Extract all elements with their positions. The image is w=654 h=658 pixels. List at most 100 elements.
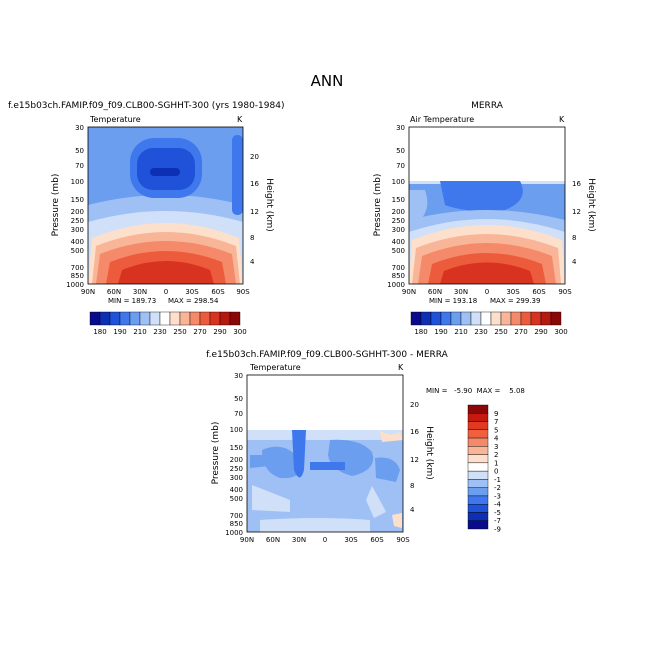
tick-h-12: 12 [250,208,259,216]
panel-model: f.e15b03ch.FAMIP.f09_f09.CLB00-SGHHT-300… [8,101,284,336]
colorbar-swatch [467,512,489,521]
colorbar-swatch [179,311,191,326]
tick-p-50: 50 [75,147,84,155]
tick-p-70: 70 [396,162,405,170]
tick-h-16: 16 [250,180,259,188]
tick-h-20: 20 [250,153,259,161]
panel-model-lat-ticks: 90N 60N 30N 0 30S 60S 90S [81,288,250,296]
colorbar-label: 290 [534,328,547,336]
colorbar-swatch [129,311,141,326]
tick-p-1000: 1000 [225,529,243,537]
colorbar-swatch [199,311,211,326]
tick-p-1000: 1000 [66,281,84,289]
tick-p-100: 100 [230,426,243,434]
colorbar-label: -7 [494,517,501,525]
panel-model-var-label: Temperature [89,115,141,124]
colorbar-label: 210 [133,328,146,336]
tick-p-700: 700 [392,264,405,272]
panel-difference-var-label: Temperature [249,363,301,372]
tick-lat-60N: 60N [428,288,442,296]
tick-h-16: 16 [572,180,581,188]
panel-model-units: K [237,115,243,124]
colorbar-swatch [467,437,489,447]
colorbar-label: 250 [173,328,186,336]
tick-lat-60N: 60N [107,288,121,296]
colorbar-swatch [467,462,489,472]
panel-merra-lat-ticks: 90N 60N 30N 0 30S 60S 90S [402,288,572,296]
colorbar-swatch [430,311,442,326]
tick-lat-0: 0 [485,288,489,296]
panel-merra-pressure-ticks: 30 50 70 100 150 200 250 300 400 500 700… [387,124,405,289]
panel-merra-title: MERRA [471,101,504,111]
tick-h-20: 20 [410,401,419,409]
colorbar-swatch [467,413,489,422]
colorbar-swatch [467,421,489,430]
tick-lat-90N: 90N [402,288,416,296]
tick-p-500: 500 [71,247,84,255]
tick-p-250: 250 [71,217,84,225]
colorbar-swatch [467,495,489,505]
colorbar-swatch [530,311,542,326]
colorbar-swatch [520,311,532,326]
colorbar-swatch [470,311,482,326]
tick-p-400: 400 [230,486,243,494]
colorbar-swatch [229,311,241,326]
tick-p-50: 50 [234,395,243,403]
colorbar-swatch [119,311,131,326]
tick-p-30: 30 [75,124,84,132]
colorbar-swatch [480,311,492,326]
tick-h-4: 4 [572,258,577,266]
colorbar-swatch [440,311,452,326]
colorbar-label: 230 [153,328,166,336]
panel-merra-var-label: Air Temperature [410,115,474,124]
tick-p-200: 200 [392,208,405,216]
tick-lat-30S: 30S [506,288,520,296]
colorbar-label: 270 [514,328,527,336]
tick-p-300: 300 [392,226,405,234]
panel-merra-min: MIN = 193.18 [429,297,477,305]
colorbar-swatch [159,311,171,326]
colorbar-swatch [467,487,489,497]
tick-p-200: 200 [230,456,243,464]
tick-p-150: 150 [230,444,243,452]
colorbar-label: 270 [193,328,206,336]
colorbar-swatch [99,311,111,326]
tick-lat-90N: 90N [81,288,95,296]
colorbar-swatch [467,446,489,455]
tick-lat-90S: 90S [558,288,572,296]
tick-lat-90S: 90S [236,288,250,296]
tick-p-300: 300 [230,474,243,482]
colorbar-swatch [467,429,489,439]
colorbar-model: 180 190 210 230 250 270 290 300 [89,311,247,336]
colorbar-swatch [510,311,522,326]
tick-p-300: 300 [71,226,84,234]
tick-p-150: 150 [71,196,84,204]
colorbar-swatch [209,311,221,326]
tick-lat-30N: 30N [454,288,468,296]
tick-h-8: 8 [250,234,254,242]
tick-h-8: 8 [410,482,414,490]
tick-lat-90N: 90N [240,536,254,544]
tick-p-1000: 1000 [387,281,405,289]
tick-p-400: 400 [71,238,84,246]
colorbar-merra: 180 190 210 230 250 270 290 300 [410,311,568,336]
figure-title: ANN [311,72,344,90]
tick-p-400: 400 [392,238,405,246]
panel-merra-units: K [559,115,565,124]
colorbar-label: -4 [494,501,502,509]
tick-p-30: 30 [234,372,243,380]
tick-lat-90S: 90S [396,536,410,544]
panel-merra-height-ticks: 16 12 8 4 [572,180,581,266]
colorbar-label: -9 [494,526,501,534]
tick-p-250: 250 [230,465,243,473]
colorbar-label: 250 [494,328,507,336]
colorbar-swatch [540,311,552,326]
colorbar-label: 300 [233,328,246,336]
tick-p-250: 250 [392,217,405,225]
tick-lat-60S: 60S [370,536,384,544]
colorbar-label: 7 [494,418,498,426]
colorbar-label: 190 [434,328,447,336]
colorbar-label: 5 [494,426,498,434]
